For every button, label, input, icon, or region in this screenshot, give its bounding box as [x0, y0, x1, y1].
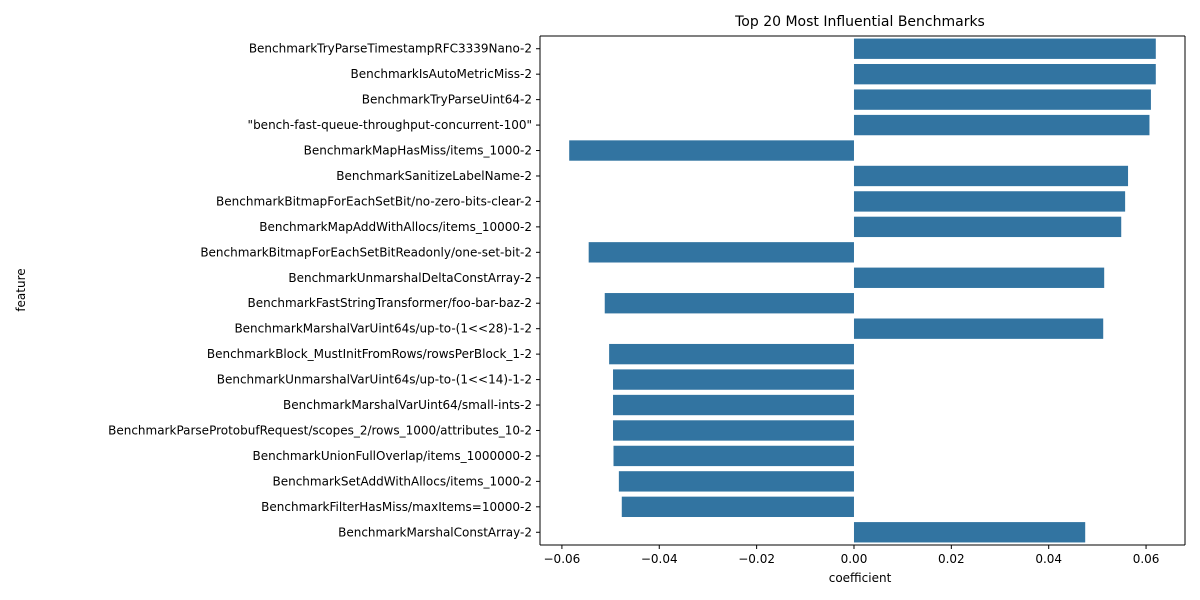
- y-tick-label: BenchmarkUnionFullOverlap/items_1000000-…: [252, 449, 532, 463]
- x-tick-label: 0.06: [1133, 552, 1160, 566]
- bar: [613, 394, 854, 416]
- bar: [609, 343, 854, 365]
- bar: [853, 63, 1156, 85]
- y-tick-label: BenchmarkMapAddWithAllocs/items_10000-2: [259, 220, 532, 234]
- x-tick-label: 0.02: [938, 552, 965, 566]
- bar: [621, 496, 854, 518]
- y-tick-label: BenchmarkTryParseUint64-2: [362, 93, 532, 107]
- bar: [853, 89, 1151, 110]
- bar: [853, 267, 1105, 288]
- x-axis-title: coefficient: [829, 571, 892, 585]
- chart-title: Top 20 Most Influential Benchmarks: [734, 14, 985, 30]
- y-tick-label: BenchmarkTryParseTimestampRFC3339Nano-2: [249, 42, 532, 56]
- y-tick-label: BenchmarkMarshalVarUint64/small-ints-2: [283, 398, 532, 412]
- y-tick-label: BenchmarkSanitizeLabelName-2: [336, 169, 532, 183]
- bar: [569, 140, 854, 161]
- y-tick-label: BenchmarkIsAutoMetricMiss-2: [351, 67, 532, 81]
- bar: [853, 114, 1150, 136]
- bar: [588, 242, 854, 263]
- x-tick-label: −0.06: [544, 552, 581, 566]
- y-tick-label: BenchmarkFilterHasMiss/maxItems=10000-2: [261, 500, 532, 514]
- y-tick-label: BenchmarkUnmarshalDeltaConstArray-2: [288, 271, 532, 285]
- bar: [853, 318, 1104, 339]
- y-tick-label: BenchmarkSetAddWithAllocs/items_1000-2: [272, 474, 532, 488]
- bar: [604, 293, 854, 314]
- y-tick-label: BenchmarkFastStringTransformer/foo-bar-b…: [248, 296, 532, 310]
- bar: [613, 369, 854, 390]
- bar: [853, 38, 1156, 59]
- x-tick-label: 0.00: [841, 552, 868, 566]
- y-tick-label: BenchmarkMarshalVarUint64s/up-to-(1<<28)…: [234, 322, 532, 336]
- bar: [853, 216, 1122, 238]
- bar: [853, 522, 1086, 543]
- bar: [853, 191, 1126, 212]
- bar: [618, 471, 854, 492]
- y-axis-title: feature: [14, 268, 28, 311]
- axes-frame: [539, 35, 1186, 546]
- y-tick-label: "bench-fast-queue-throughput-concurrent-…: [248, 118, 532, 132]
- bar: [613, 445, 854, 467]
- y-tick-label: BenchmarkMarshalConstArray-2: [338, 525, 532, 539]
- x-tick-label: −0.04: [641, 552, 678, 566]
- y-tick-label: BenchmarkParseProtobufRequest/scopes_2/r…: [108, 423, 532, 437]
- y-axis-ticks: BenchmarkTryParseTimestampRFC3339Nano-2 B…: [108, 42, 540, 539]
- x-tick-label: −0.02: [738, 552, 775, 566]
- y-tick-label: BenchmarkBitmapForEachSetBitReadonly/one…: [200, 245, 532, 259]
- y-tick-label: BenchmarkMapHasMiss/items_1000-2: [304, 144, 532, 158]
- bar: [853, 165, 1129, 187]
- y-tick-label: BenchmarkBlock_MustInitFromRows/rowsPerB…: [207, 347, 532, 361]
- bars-group: [569, 38, 1156, 543]
- x-axis-ticks: −0.06 −0.04 −0.02 0.00 0.02 0.04 0.06: [544, 545, 1160, 566]
- x-tick-label: 0.04: [1035, 552, 1062, 566]
- bar: [613, 420, 854, 441]
- y-tick-label: BenchmarkUnmarshalVarUint64s/up-to-(1<<1…: [217, 373, 532, 387]
- y-tick-label: BenchmarkBitmapForEachSetBit/no-zero-bit…: [216, 194, 532, 208]
